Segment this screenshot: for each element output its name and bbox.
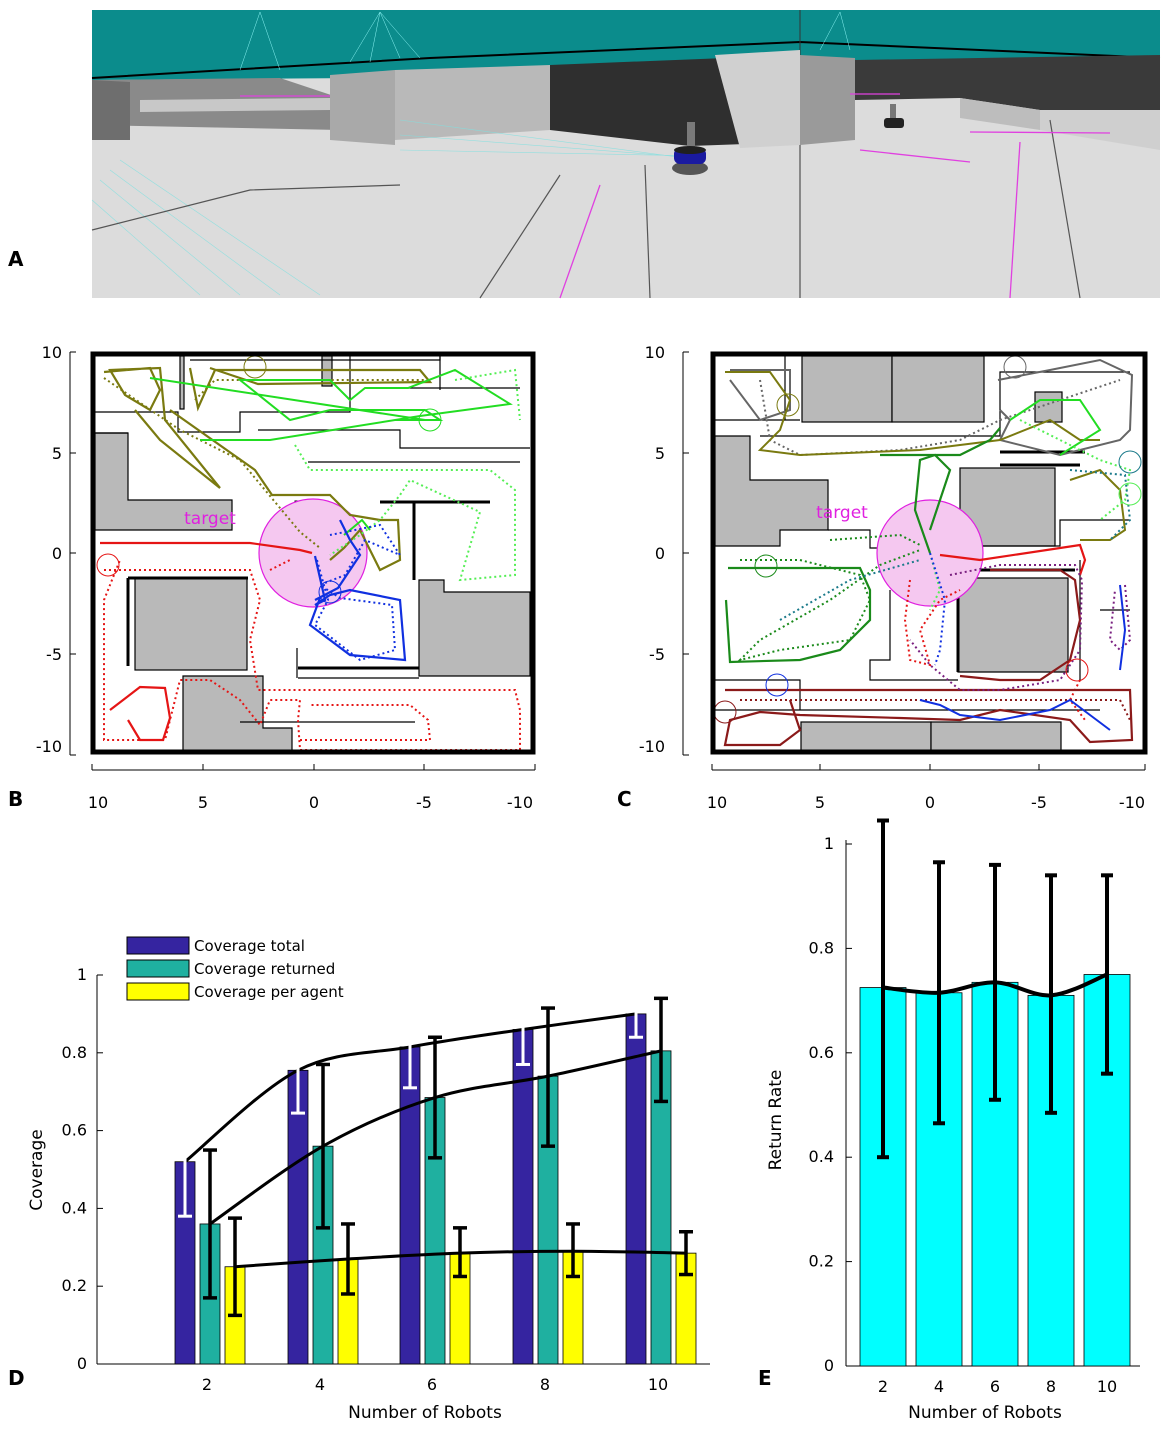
bar <box>399 1046 421 1365</box>
legend-label-total: Coverage total <box>194 937 305 955</box>
chart-d-legend: Coverage total Coverage returned Coverag… <box>125 935 378 1023</box>
target-zone <box>258 498 368 608</box>
map-b: 10 5 0 -5 -10 10 5 0 -5 -10 <box>36 343 536 812</box>
chart-e-y-label: Return Rate <box>766 1070 786 1171</box>
trajectory-teal <box>779 469 1132 621</box>
trajectory-dark-green <box>724 427 1001 664</box>
y-tick-label: 0 <box>77 1354 87 1373</box>
trajectory-blue <box>919 584 1127 731</box>
map-b-x-tick: -10 <box>507 793 533 812</box>
y-tick-label: 0.4 <box>62 1198 87 1217</box>
panel-label-a: A <box>8 247 24 271</box>
map-c-border <box>710 351 1148 755</box>
x-tick-label: 10 <box>1097 1377 1117 1396</box>
target-label: target <box>184 509 236 529</box>
map-c-y-tick: 0 <box>655 544 665 563</box>
x-tick-label: 4 <box>315 1375 325 1394</box>
robot-model-far <box>884 104 904 128</box>
map-b-y-tick: -10 <box>36 737 62 756</box>
y-tick-label: 0 <box>824 1356 834 1375</box>
panel-label-c: C <box>617 787 632 811</box>
y-tick-label: 1 <box>824 834 834 853</box>
legend-label-returned: Coverage returned <box>194 960 335 978</box>
y-tick-label: 1 <box>77 965 87 984</box>
x-tick-label: 10 <box>648 1375 668 1394</box>
map-c-y-tick: 10 <box>645 343 665 362</box>
map-b-y-tick: 0 <box>52 544 62 563</box>
y-tick-label: 0.6 <box>62 1121 87 1140</box>
map-c-y-tick: -10 <box>639 737 665 756</box>
chart-d-x-label: Number of Robots <box>348 1403 502 1423</box>
return-rate-chart: Return Rate Number of Robots 0 0.2 0.4 0.6 0… <box>766 818 1140 1423</box>
y-tick-label: 0.2 <box>62 1276 87 1295</box>
trajectory-blue <box>308 519 407 662</box>
trajectory-dark-red <box>723 568 1134 747</box>
legend-swatch-per-agent <box>126 982 190 1001</box>
panel-label-b: B <box>8 787 24 811</box>
map-b-border <box>90 351 536 755</box>
map-c-x-tick: -5 <box>1031 793 1047 812</box>
trajectory-red <box>939 543 1087 576</box>
map-c-x-tick: -10 <box>1119 793 1145 812</box>
map-c-y-tick: -5 <box>649 645 665 664</box>
y-tick-label: 0.2 <box>809 1252 834 1271</box>
legend-label-per-agent: Coverage per agent <box>194 983 344 1001</box>
map-c-x-tick: 10 <box>707 793 727 812</box>
chart-e-x-label: Number of Robots <box>908 1403 1062 1423</box>
x-tick-label: 2 <box>878 1377 888 1396</box>
legend-swatch-total <box>126 936 190 955</box>
y-tick-label: 0.8 <box>62 1043 87 1062</box>
panel-label-e: E <box>758 1366 772 1390</box>
map-b-x-tick: 5 <box>198 793 208 812</box>
target-label: target <box>816 503 868 523</box>
map-c-x-tick: 5 <box>815 793 825 812</box>
robot-model <box>672 122 708 175</box>
map-b-x-tick: 10 <box>88 793 108 812</box>
map-c: 10 5 0 -5 -10 10 5 0 -5 -10 <box>639 343 1148 812</box>
y-tick-label: 0.6 <box>809 1043 834 1062</box>
trajectory-green <box>1009 399 1102 456</box>
map-c-x-tick: 0 <box>925 793 935 812</box>
map-b-y-tick: 5 <box>52 444 62 463</box>
map-b-x-tick: 0 <box>309 793 319 812</box>
legend-swatch-returned <box>126 959 190 978</box>
panel-label-d: D <box>8 1366 25 1390</box>
trajectory-olive <box>103 366 433 572</box>
map-c-y-tick: 5 <box>655 444 665 463</box>
trajectory-gray <box>729 358 1134 457</box>
chart-d-y-label: Coverage <box>27 1129 47 1210</box>
trajectory-purple <box>909 564 1132 691</box>
map-b-x-tick: -5 <box>416 793 432 812</box>
map-b-y-tick: -5 <box>46 645 62 664</box>
x-tick-label: 8 <box>1046 1377 1056 1396</box>
x-tick-label: 6 <box>427 1375 437 1394</box>
x-tick-label: 8 <box>540 1375 550 1394</box>
y-tick-label: 0.8 <box>809 938 834 957</box>
simulation-render <box>91 10 1161 299</box>
map-b-y-tick: 10 <box>42 343 62 362</box>
coverage-chart: Coverage Number of Robots 0 0.2 0.4 0.6 0.8 1… <box>27 935 710 1423</box>
x-tick-label: 6 <box>990 1377 1000 1396</box>
y-tick-label: 0.4 <box>809 1147 834 1166</box>
x-tick-label: 4 <box>934 1377 944 1396</box>
x-tick-label: 2 <box>202 1375 212 1394</box>
bar <box>625 1013 647 1365</box>
